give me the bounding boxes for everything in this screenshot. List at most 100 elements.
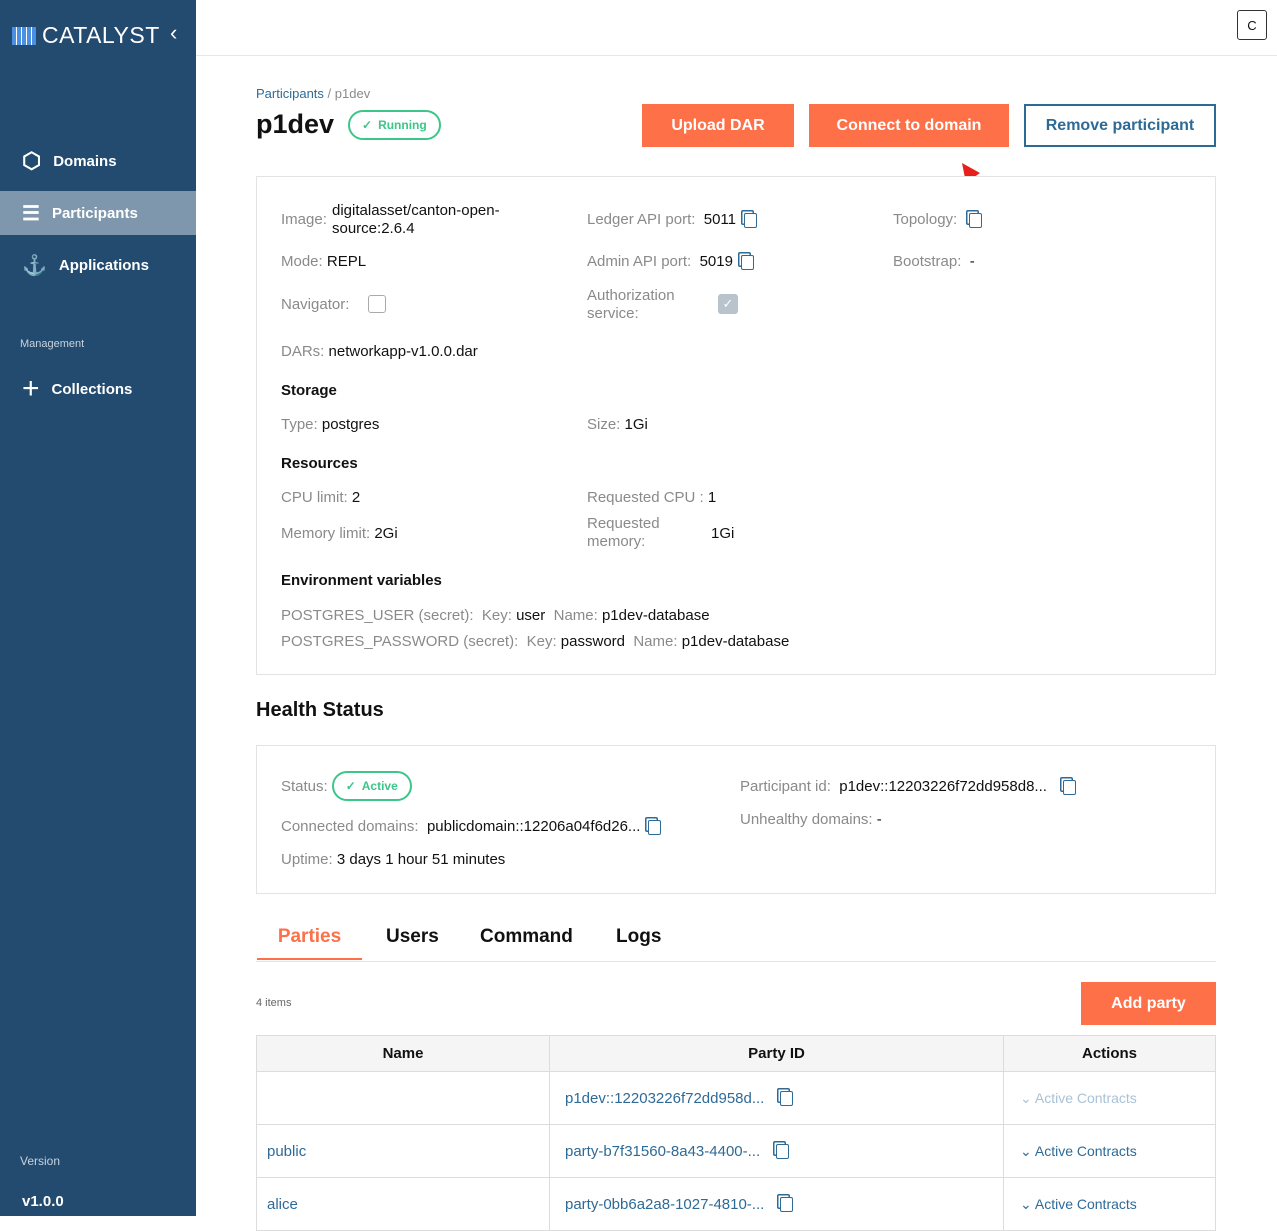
add-party-button[interactable]: Add party (1081, 982, 1216, 1025)
cpu-value: 2 (351, 489, 361, 506)
copy-icon[interactable] (969, 212, 983, 228)
status-text: Running (378, 118, 427, 132)
label: Collections (51, 380, 133, 398)
copy-icon[interactable] (780, 1091, 794, 1107)
unhealthy-label: Unhealthy domains: (740, 811, 873, 828)
check-circle-icon: ✓ (362, 118, 373, 132)
bootstrap-value: - (969, 253, 975, 270)
check-circle-icon: ✓ (345, 779, 356, 793)
sidebar-item-applications[interactable]: ⚓ Applications (0, 243, 196, 287)
topology-label: Topology: (893, 211, 958, 228)
key-value: user (516, 607, 546, 624)
plus-icon: + (22, 372, 40, 405)
copy-icon[interactable] (1062, 779, 1076, 795)
admin-label: Admin API port: (587, 253, 692, 270)
table-row: public party-b7f31560-8a43-4400-... ⌄ Acti… (256, 1124, 1216, 1178)
brand-logo[interactable]: CATALYST (12, 22, 160, 49)
unhealthy-value: - (876, 811, 882, 828)
section-management: Management (20, 338, 85, 350)
label: Applications (58, 256, 149, 274)
collapse-chevron-icon[interactable]: ‹ (170, 20, 178, 45)
version: v1.0.0 (22, 1193, 64, 1210)
party-name[interactable]: alice (256, 1177, 550, 1231)
env-name: POSTGRES_PASSWORD (secret): (281, 633, 519, 650)
copy-icon[interactable] (780, 1197, 794, 1213)
status-badge: ✓ Running (348, 110, 441, 140)
cpu-label: CPU limit: (281, 489, 348, 506)
tab-parties[interactable]: Parties (257, 926, 362, 960)
uptime-label: Uptime: (281, 851, 333, 868)
label: Participants (51, 204, 138, 222)
chevron-down-icon: ⌄ (1020, 1089, 1032, 1106)
copy-icon[interactable] (740, 254, 754, 270)
item-count: 4 items (256, 997, 292, 1009)
parties-table: Name Party ID Actions p1dev::12203226f72dd… (256, 1035, 1216, 1231)
anchor-icon: ⚓ (22, 254, 47, 277)
resources-heading: Resources (281, 455, 358, 472)
chevron-down-icon: ⌄ (1020, 1195, 1032, 1212)
party-id[interactable]: party-0bb6a2a8-1027-4810-... (565, 1195, 765, 1213)
tab-users[interactable]: Users (386, 926, 439, 947)
table-row: alice party-0bb6a2a8-1027-4810-... ⌄ Activ… (256, 1177, 1216, 1231)
copy-icon[interactable] (776, 1144, 790, 1160)
chevron-down-icon: ⌄ (1020, 1142, 1032, 1159)
health-heading: Health Status (256, 699, 384, 721)
rcpu-value: 1 (707, 489, 717, 506)
pid-value: p1dev::12203226f72dd958d8... (839, 778, 1047, 795)
user-menu-button[interactable]: C (1237, 10, 1267, 40)
active-text: Active (361, 779, 398, 793)
domains-label: Connected domains: (281, 818, 419, 835)
domains-value: publicdomain::12206a04f6d26... (426, 818, 641, 835)
image-value: digitalasset/canton-open-source:2.6.4 (332, 202, 500, 237)
admin-value: 5019 (699, 253, 733, 270)
breadcrumb-participants[interactable]: Participants (256, 86, 324, 101)
tab-command[interactable]: Command (480, 926, 573, 947)
logo-icon (12, 26, 36, 45)
copy-icon[interactable] (648, 819, 662, 835)
sep: / (327, 86, 332, 101)
type-value: postgres (321, 416, 380, 433)
brand-name: CATALYST (42, 22, 160, 48)
label: Domains (53, 152, 117, 170)
uptime-value: 3 days 1 hour 51 minutes (336, 851, 506, 868)
sidebar-item-collections[interactable]: + Collections (0, 367, 196, 411)
col-name: Name (256, 1035, 550, 1072)
sidebar-item-domains[interactable]: ⬡ Domains (0, 139, 196, 183)
remove-participant-button[interactable]: Remove participant (1024, 104, 1216, 147)
key-label: Key: (526, 633, 557, 650)
navigator-checkbox[interactable] (368, 295, 386, 313)
status-label: Status: (281, 777, 328, 795)
name-label: Name: (633, 633, 678, 650)
active-badge: ✓ Active (331, 771, 412, 801)
connect-domain-button[interactable]: Connect to domain (809, 104, 1009, 147)
size-label: Size: (587, 416, 621, 433)
rcpu-label: Requested CPU : (587, 489, 704, 506)
tab-logs[interactable]: Logs (616, 926, 662, 947)
dars-label: DARs: (281, 343, 325, 360)
auth-checkbox-checked[interactable]: ✓ (718, 294, 738, 314)
cube-icon: ⬡ (22, 148, 42, 173)
active-contracts-toggle[interactable]: ⌄ Active Contracts (1003, 1124, 1216, 1178)
mem-value: 2Gi (374, 525, 398, 542)
party-id[interactable]: p1dev::12203226f72dd958d... (565, 1089, 765, 1107)
upload-dar-button[interactable]: Upload DAR (642, 104, 794, 147)
rmem-label: Requested memory: (587, 515, 660, 550)
sidebar-item-participants[interactable]: ☰ Participants (0, 191, 196, 235)
ledger-label: Ledger API port: (587, 211, 696, 228)
party-name[interactable] (256, 1071, 550, 1125)
key-label: Key: (481, 607, 512, 624)
navigator-label: Navigator: (281, 296, 350, 313)
topbar: C (196, 0, 1277, 56)
active-contracts-toggle[interactable]: ⌄ Active Contracts (1003, 1177, 1216, 1231)
breadcrumb-current: p1dev (334, 86, 371, 101)
image-label: Image: (281, 211, 327, 228)
env-name: POSTGRES_USER (secret): (281, 607, 474, 624)
party-id[interactable]: party-b7f31560-8a43-4400-... (565, 1142, 761, 1160)
type-label: Type: (281, 416, 318, 433)
active-contracts-toggle[interactable]: ⌄ Active Contracts (1003, 1071, 1216, 1125)
party-name[interactable]: public (256, 1124, 550, 1178)
details-card (256, 176, 1216, 675)
copy-icon[interactable] (744, 212, 758, 228)
dars-value: networkapp-v1.0.0.dar (328, 343, 478, 360)
mem-label: Memory limit: (281, 525, 371, 542)
